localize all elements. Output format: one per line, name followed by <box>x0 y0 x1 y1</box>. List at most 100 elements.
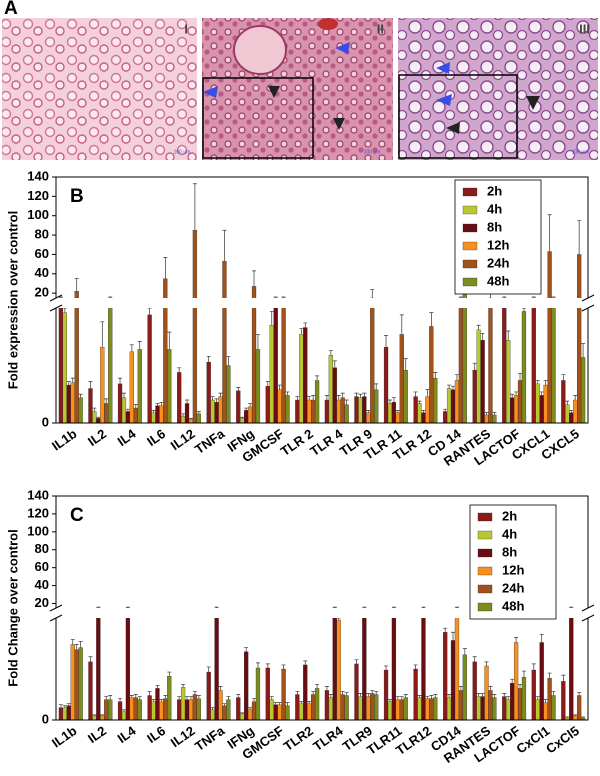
error-bar <box>340 691 345 695</box>
bar <box>370 693 375 721</box>
bar <box>383 669 389 721</box>
legend-label: 2h <box>502 508 517 523</box>
error-bar <box>531 663 536 671</box>
legend-swatch <box>477 566 493 576</box>
bar <box>147 314 152 424</box>
error-bar <box>518 683 523 689</box>
error-bar <box>384 665 389 671</box>
bar <box>458 297 464 424</box>
bar <box>484 414 489 424</box>
bar <box>196 413 201 424</box>
bar <box>66 384 71 424</box>
bar <box>210 399 215 424</box>
error-bar <box>248 403 253 407</box>
error-bar <box>472 656 477 662</box>
error-bar <box>240 416 245 419</box>
y-tick-label: 40 <box>35 265 49 280</box>
error-bar <box>70 377 75 383</box>
error-bar <box>336 395 341 400</box>
error-bar <box>269 311 274 326</box>
bar <box>454 380 460 424</box>
error-bar <box>236 694 241 698</box>
error-bar <box>307 701 312 704</box>
error-bar <box>188 696 193 700</box>
error-bar <box>521 670 526 678</box>
panel-label: A <box>4 0 18 19</box>
error-bar <box>70 639 75 645</box>
error-bar <box>399 696 404 700</box>
legend-swatch <box>462 277 478 287</box>
inset <box>398 74 518 159</box>
x-tick-label: IL12 <box>168 426 198 453</box>
bar <box>70 644 75 721</box>
bar <box>92 715 97 721</box>
error-bar <box>74 278 79 292</box>
arrowhead <box>436 62 450 74</box>
bar <box>565 404 570 424</box>
error-bar <box>417 400 422 404</box>
bar <box>133 697 138 721</box>
break-mark <box>49 604 63 622</box>
error-bar <box>403 358 408 371</box>
y-tick-label: 80 <box>35 541 49 556</box>
bar <box>543 702 548 721</box>
error-bar <box>551 296 556 298</box>
bar <box>244 410 249 424</box>
bar <box>403 697 408 721</box>
bar <box>472 369 477 424</box>
legend-label: 12h <box>487 237 509 252</box>
axis-break-gap <box>50 608 594 618</box>
error-bar <box>429 695 434 699</box>
bar <box>78 397 83 424</box>
bar <box>210 709 215 721</box>
bar <box>184 403 190 424</box>
error-bar <box>181 413 186 417</box>
bar <box>399 334 404 424</box>
error-bar <box>104 696 109 700</box>
error-bar <box>96 416 101 419</box>
bar <box>273 297 278 424</box>
bar <box>506 699 511 721</box>
bar <box>521 311 527 424</box>
bar <box>281 297 286 424</box>
bar <box>277 389 282 424</box>
bar <box>328 697 333 721</box>
error-bar <box>299 701 304 704</box>
x-tick-label: TNFa <box>192 723 228 754</box>
bar <box>535 383 540 424</box>
x-tick-label: IL12 <box>168 723 198 750</box>
error-bar <box>108 296 113 298</box>
bar <box>462 654 467 721</box>
error-bar <box>535 696 540 700</box>
bar <box>70 382 75 424</box>
error-bar <box>273 702 278 705</box>
bar <box>218 690 223 721</box>
bar <box>137 699 142 721</box>
error-bar <box>285 391 290 396</box>
error-bar <box>108 695 113 700</box>
error-bar <box>573 714 578 716</box>
bar <box>206 361 211 424</box>
error-bar <box>547 214 552 252</box>
bar <box>155 688 160 721</box>
bar <box>74 649 79 721</box>
error-bar <box>340 392 345 398</box>
bar <box>472 661 477 721</box>
y-tick-label: 100 <box>27 523 49 538</box>
error-bar <box>88 656 93 662</box>
bar <box>104 699 109 721</box>
error-bar <box>433 694 438 698</box>
bar <box>180 415 186 424</box>
error-bar <box>531 296 536 298</box>
error-bar <box>214 606 219 608</box>
bar <box>446 697 452 721</box>
error-bar <box>514 391 519 396</box>
bar <box>531 669 536 721</box>
bar <box>344 695 349 721</box>
y-tick-label: 100 <box>27 207 49 222</box>
bar <box>214 402 219 424</box>
error-bar <box>92 714 97 716</box>
legend-box <box>469 504 557 620</box>
bar <box>78 647 83 721</box>
bar <box>214 607 219 721</box>
